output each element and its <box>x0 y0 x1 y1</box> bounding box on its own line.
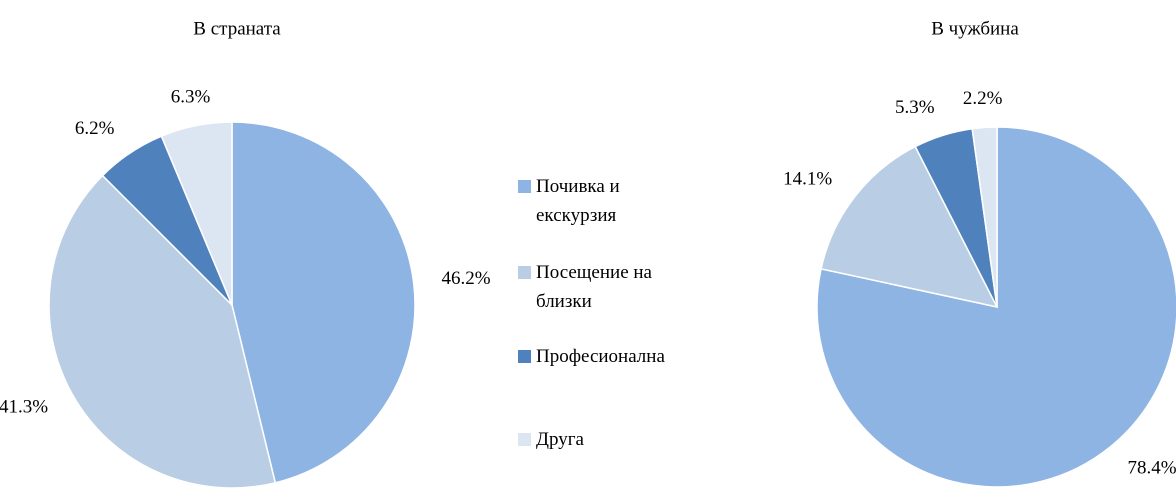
legend-swatch <box>518 180 531 193</box>
data-label: 78.4% <box>1128 457 1176 478</box>
chart-title: В чужбина <box>931 18 1019 39</box>
legend-swatch <box>518 433 531 446</box>
legend-label: Професионална <box>536 346 665 367</box>
legend-label: Посещение на близки <box>536 262 652 312</box>
pie-slice <box>820 145 999 309</box>
pie-slice <box>231 121 416 484</box>
legend-item: Посещение на близки <box>512 258 686 316</box>
data-label: 41.3% <box>0 397 48 418</box>
data-label: 6.3% <box>171 86 211 107</box>
data-label: 2.2% <box>963 88 1003 109</box>
pie-slice <box>971 126 998 308</box>
legend-item: Професионална <box>512 342 686 371</box>
data-label: 5.3% <box>895 97 935 118</box>
data-label: 14.1% <box>783 168 832 189</box>
legend-label: Друга <box>536 429 584 450</box>
legend-swatch <box>518 350 531 363</box>
legend-label: Почивка и екскурзия <box>536 176 620 226</box>
pie-slice <box>48 174 277 489</box>
legend-item: Почивка и екскурзия <box>512 172 686 230</box>
chart-title: В страната <box>193 18 281 39</box>
data-label: 6.2% <box>75 118 115 139</box>
legend-item: Друга <box>512 425 686 454</box>
data-label: 46.2% <box>441 268 490 289</box>
legend-swatch <box>518 266 531 279</box>
pie-slice <box>160 121 233 306</box>
